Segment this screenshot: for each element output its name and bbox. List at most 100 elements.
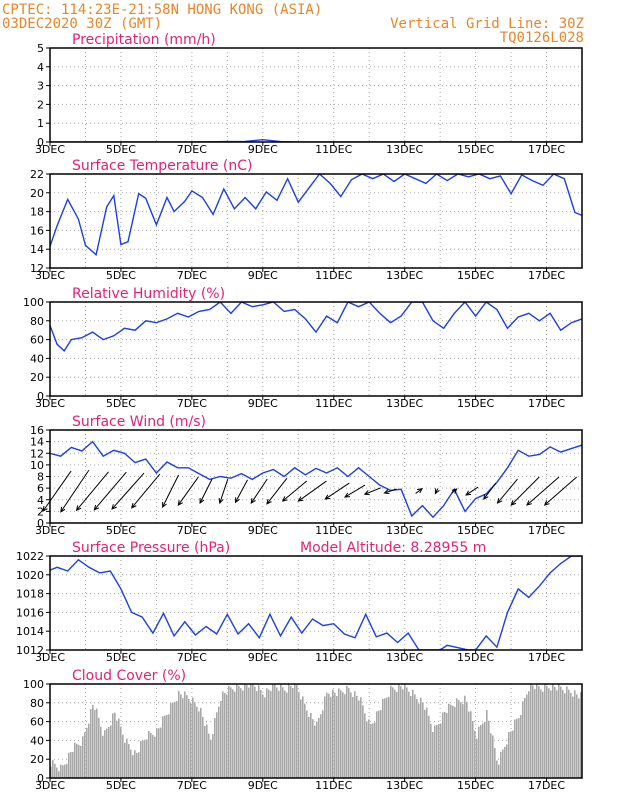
cloud-bar bbox=[378, 710, 380, 778]
cloud-bar bbox=[76, 743, 78, 778]
cloud-bar bbox=[128, 744, 130, 778]
cloud-bar bbox=[464, 695, 466, 778]
y-tick-label: 60 bbox=[30, 716, 44, 729]
cloud-bar bbox=[240, 688, 242, 778]
cloud-bar bbox=[212, 733, 214, 778]
x-tick-label: 15DEC bbox=[457, 651, 494, 664]
x-tick-label: 3DEC bbox=[35, 651, 65, 664]
cloud-bar bbox=[72, 751, 74, 778]
cloud-bar bbox=[178, 690, 180, 778]
cloud-bar bbox=[216, 712, 218, 778]
cloud-bar bbox=[106, 728, 108, 778]
y-tick-label: 1022 bbox=[16, 550, 44, 563]
cloud-bar bbox=[426, 707, 428, 778]
cloud-bar bbox=[296, 684, 298, 778]
cloud-bar bbox=[62, 765, 64, 778]
wind-arrowhead bbox=[266, 498, 272, 505]
x-tick-label: 7DEC bbox=[177, 779, 207, 792]
cloud-bar bbox=[58, 771, 60, 778]
y-tick-label: 1016 bbox=[16, 606, 44, 619]
cloud-bar bbox=[568, 689, 570, 778]
cloud-bar bbox=[566, 686, 568, 778]
cloud-bar bbox=[66, 763, 68, 778]
cloud-bar bbox=[556, 690, 558, 778]
panel-frame bbox=[49, 683, 583, 779]
cloud-bar bbox=[294, 684, 296, 778]
cloud-bar bbox=[148, 730, 150, 778]
cloud-bar bbox=[388, 696, 390, 778]
cloud-bar bbox=[312, 719, 314, 778]
cloud-bar bbox=[528, 691, 530, 778]
cloud-bar bbox=[460, 702, 462, 778]
cloud-bar bbox=[502, 749, 504, 778]
y-tick-label: 10 bbox=[30, 459, 44, 472]
cloud-bar bbox=[416, 699, 418, 778]
cloud-bar bbox=[210, 739, 212, 778]
cloud-bar bbox=[386, 697, 388, 778]
cloud-bar bbox=[434, 725, 436, 778]
series-line-pressure bbox=[50, 556, 582, 650]
x-tick-label: 11DEC bbox=[315, 651, 352, 664]
cloud-bar bbox=[86, 727, 88, 778]
wind-vector bbox=[483, 482, 497, 500]
cloud-bar bbox=[122, 734, 124, 778]
cloud-bar bbox=[242, 690, 244, 778]
cloud-bar bbox=[264, 697, 266, 778]
cloud-bar bbox=[188, 698, 190, 778]
wind-vector bbox=[131, 473, 161, 509]
y-tick-label: 100 bbox=[23, 296, 44, 309]
x-tick-label: 3DEC bbox=[35, 269, 65, 282]
cloud-bar bbox=[90, 709, 92, 778]
cloud-bar bbox=[546, 686, 548, 778]
x-tick-label: 5DEC bbox=[106, 143, 136, 156]
wind-vector bbox=[325, 482, 350, 500]
cloud-bar bbox=[118, 718, 120, 778]
cloud-bar bbox=[522, 701, 524, 778]
cloud-bar bbox=[572, 696, 574, 778]
x-tick-label: 17DEC bbox=[528, 143, 565, 156]
x-tick-label: 3DEC bbox=[35, 524, 65, 537]
x-tick-label: 15DEC bbox=[457, 524, 494, 537]
cloud-bar bbox=[318, 717, 320, 778]
x-tick-label: 7DEC bbox=[177, 143, 207, 156]
cloud-bar bbox=[448, 703, 450, 778]
x-tick-label: 17DEC bbox=[528, 779, 565, 792]
cloud-bar bbox=[484, 721, 486, 778]
cloud-bar bbox=[70, 752, 72, 778]
y-tick-label: 1014 bbox=[16, 625, 44, 638]
y-tick-label: 12 bbox=[30, 447, 44, 460]
y-tick-label: 0 bbox=[37, 136, 44, 149]
wind-vector bbox=[510, 476, 540, 506]
cloud-bar bbox=[198, 711, 200, 778]
cloud-bar bbox=[514, 719, 516, 778]
grid-note-label: Vertical Grid Line: 30Z bbox=[390, 16, 584, 32]
wind-vector bbox=[93, 471, 127, 511]
cloud-bar bbox=[278, 690, 280, 778]
cloud-bar bbox=[146, 739, 148, 778]
cloud-bar bbox=[192, 697, 194, 778]
cloud-bar bbox=[156, 728, 158, 778]
cloud-bar bbox=[474, 730, 476, 778]
cloud-bar bbox=[440, 723, 442, 778]
cloud-bar bbox=[550, 690, 552, 778]
wind-vector bbox=[266, 477, 288, 505]
cloud-bar bbox=[454, 706, 456, 778]
cloud-bar bbox=[488, 720, 490, 778]
cloud-bar bbox=[558, 684, 560, 778]
cloud-bar bbox=[132, 755, 134, 778]
cloud-bar bbox=[442, 712, 444, 778]
cloud-bar bbox=[412, 689, 414, 778]
cloud-bar bbox=[234, 691, 236, 778]
cloud-bar bbox=[190, 703, 192, 778]
cloud-bar bbox=[134, 750, 136, 778]
cloud-bar bbox=[406, 687, 408, 778]
cloud-bar bbox=[334, 692, 336, 778]
x-tick-label: 7DEC bbox=[177, 397, 207, 410]
cloud-bar bbox=[476, 738, 478, 778]
cloud-bar bbox=[342, 692, 344, 778]
cloud-bar bbox=[276, 687, 278, 778]
y-tick-label: 80 bbox=[30, 697, 44, 710]
cloud-bar bbox=[534, 689, 536, 778]
cloud-bar bbox=[324, 696, 326, 778]
